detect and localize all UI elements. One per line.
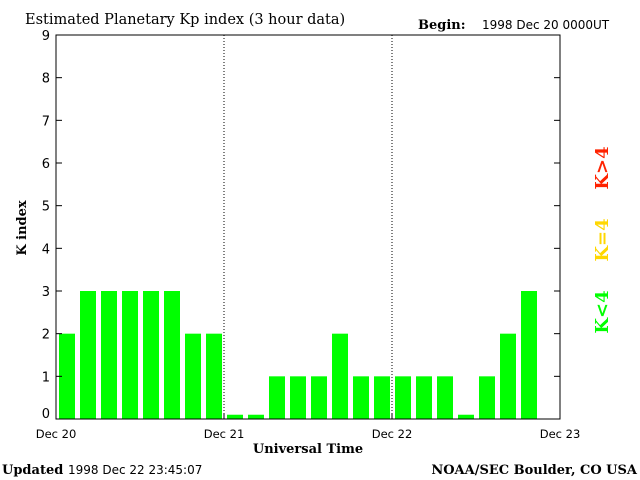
kp-bar	[374, 376, 390, 419]
updated-label: Updated	[2, 463, 63, 478]
begin-value: 1998 Dec 20 0000UT	[482, 18, 610, 32]
kp-bar	[248, 414, 264, 419]
kp-bar	[269, 376, 285, 419]
kp-bar	[206, 333, 222, 419]
y-tick-label: 2	[42, 328, 50, 343]
x-tick-label: Dec 21	[204, 427, 245, 441]
y-tick-label: 0	[42, 407, 50, 422]
legend: K<4 K=4 K>4	[592, 146, 613, 333]
kp-bar	[122, 291, 138, 419]
legend-entry: K>4	[592, 146, 613, 189]
kp-bar	[227, 414, 243, 419]
kp-bar	[164, 291, 180, 419]
kp-bar	[521, 291, 537, 419]
kp-bar	[290, 376, 306, 419]
y-axis-label: K index	[15, 200, 30, 256]
day-dividers	[223, 35, 393, 419]
y-tick-label: 4	[42, 242, 50, 257]
y-tick-label: 9	[42, 29, 50, 44]
kp-bar	[416, 376, 432, 419]
y-tick-label: 5	[42, 200, 50, 215]
x-tick-label: Dec 22	[372, 427, 413, 441]
kp-bar	[143, 291, 159, 419]
kp-bar	[80, 291, 96, 419]
kp-bar	[353, 376, 369, 419]
legend-entry: K<4	[592, 290, 613, 333]
x-axis: Dec 20 Dec 21 Dec 22 Dec 23	[36, 413, 581, 441]
kp-bar	[458, 414, 474, 419]
kp-bar	[479, 376, 495, 419]
source-credit: NOAA/SEC Boulder, CO USA	[431, 463, 638, 478]
x-tick-label: Dec 23	[540, 427, 581, 441]
kp-bar	[59, 333, 75, 419]
updated-value: 1998 Dec 22 23:45:07	[68, 463, 202, 477]
kp-bar	[101, 291, 117, 419]
begin-label: Begin:	[418, 18, 466, 33]
chart-title: Estimated Planetary Kp index (3 hour dat…	[25, 12, 345, 28]
plot-frame	[55, 34, 561, 420]
kp-bar	[437, 376, 453, 419]
kp-bar	[332, 333, 348, 419]
y-tick-label: 3	[42, 285, 50, 300]
kp-bar	[311, 376, 327, 419]
kp-bar	[395, 376, 411, 419]
y-tick-label: 8	[42, 72, 50, 87]
legend-entry: K=4	[592, 218, 613, 261]
x-axis-label: Universal Time	[253, 442, 363, 457]
kp-bar	[500, 333, 516, 419]
y-tick-label: 7	[42, 114, 50, 129]
y-tick-label: 6	[42, 157, 50, 172]
y-tick-label: 1	[42, 370, 50, 385]
kp-bar	[185, 333, 201, 419]
bar-group	[59, 291, 537, 419]
x-tick-label: Dec 20	[36, 427, 77, 441]
y-axis: 0 1 2 3 4 5 6 7 8 9	[42, 29, 560, 422]
